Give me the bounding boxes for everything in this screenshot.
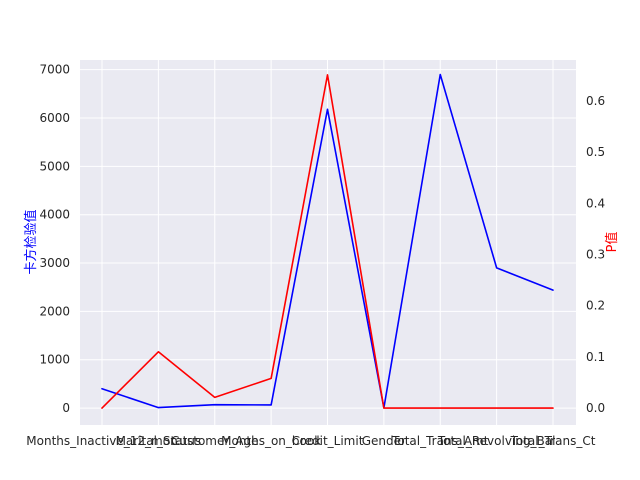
left-y-axis-label: 卡方检验值 — [23, 209, 39, 274]
left-y-tick-label: 6000 — [39, 111, 70, 125]
grid-lines — [80, 60, 576, 425]
right-y-tick-label: 0.4 — [586, 196, 605, 210]
right-y-axis-label: P值 — [604, 232, 620, 253]
x-tick-label: Total_Revolving_Bal — [437, 434, 556, 448]
right-y-tick-label: 0.1 — [586, 350, 605, 364]
left-y-tick-label: 7000 — [39, 63, 70, 77]
right-y-axis: 0.0 0.1 0.2 0.3 0.4 0.5 0.6 — [586, 94, 605, 415]
x-tick-label: Customer_Age — [171, 434, 259, 448]
x-tick-label: Gender — [362, 434, 406, 448]
right-y-tick-label: 0.3 — [586, 248, 605, 262]
left-y-tick-label: 1000 — [39, 353, 70, 367]
x-tick-label: Total_Trans_Ct — [510, 434, 596, 448]
right-y-tick-label: 0.6 — [586, 94, 605, 108]
right-y-tick-label: 0.0 — [586, 401, 605, 415]
x-tick-label: Credit_Limit — [292, 434, 364, 448]
left-y-tick-label: 5000 — [39, 159, 70, 173]
x-tick-label: Marital_Status — [116, 434, 202, 448]
x-tick-label: Months_Inactive_12_mon — [26, 434, 177, 448]
left-y-axis: 0 1000 2000 3000 4000 5000 6000 7000 — [39, 63, 70, 415]
right-y-tick-label: 0.2 — [586, 299, 605, 313]
chi-square-series-line — [101, 73, 554, 409]
x-axis: Months_Inactive_12_monMarital_StatusCust… — [26, 434, 595, 448]
left-y-tick-label: 3000 — [39, 256, 70, 270]
p-value-series-line — [101, 74, 554, 409]
left-y-tick-label: 2000 — [39, 304, 70, 318]
left-y-tick-label: 4000 — [39, 208, 70, 222]
series-layer — [101, 73, 554, 409]
left-y-tick-label: 0 — [62, 401, 70, 415]
x-tick-label: Months_on_book — [221, 434, 321, 448]
x-tick-label: Total_Trans_Amt — [391, 434, 489, 448]
right-y-tick-label: 0.5 — [586, 145, 605, 159]
